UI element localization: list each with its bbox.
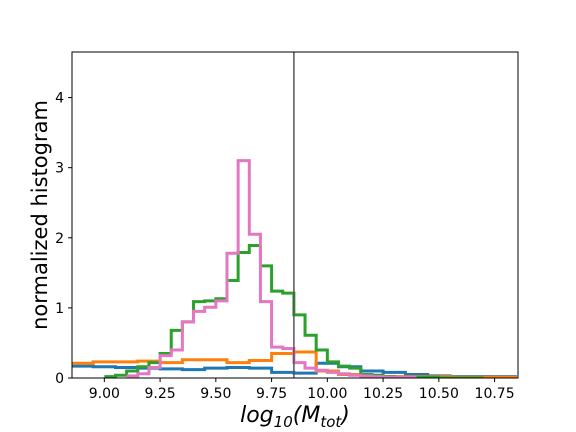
x-tick-label: 9.50 <box>200 386 231 402</box>
x-axis-label: log10(Mtot) <box>240 403 350 431</box>
y-axis-label: normalized histogram <box>28 100 52 330</box>
y-tick-label: 4 <box>55 91 64 107</box>
x-axis-ticks: 9.00 9.25 9.50 9.75 10.00 10.25 10.50 10.75 <box>89 378 515 402</box>
x-tick-label: 10.50 <box>419 386 459 402</box>
x-tick-label: 10.00 <box>307 386 347 402</box>
y-tick-label: 2 <box>55 231 64 247</box>
series-layer <box>72 159 517 378</box>
y-tick-label: 3 <box>55 161 64 177</box>
x-tick-label: 9.75 <box>256 386 287 402</box>
x-tick-label: 9.25 <box>144 386 175 402</box>
x-tick-label: 10.25 <box>363 386 403 402</box>
x-tick-label: 9.00 <box>89 386 120 402</box>
x-tick-label: 10.75 <box>475 386 515 402</box>
y-axis-ticks: 0 1 2 3 4 <box>55 91 72 387</box>
y-tick-label: 1 <box>55 301 64 317</box>
plot-frame <box>71 51 519 379</box>
histogram-series-4 <box>126 159 417 378</box>
y-tick-label: 0 <box>55 371 64 387</box>
